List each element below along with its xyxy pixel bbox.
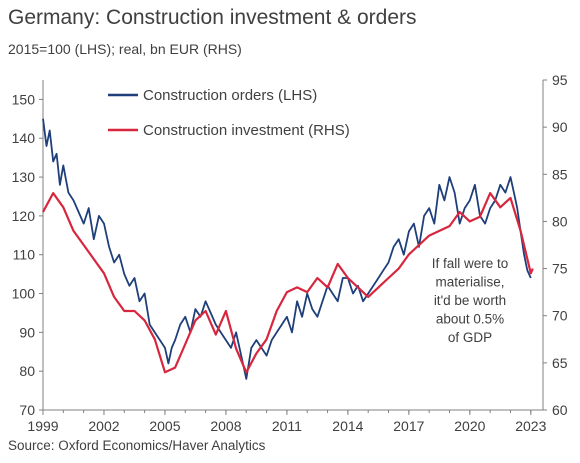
x-tick-label: 2002 (88, 418, 119, 434)
chart-title: Germany: Construction investment & order… (8, 6, 417, 29)
y-right-tick-label: 95 (552, 72, 568, 88)
x-tick-label: 2020 (454, 418, 485, 434)
chart-subtitle: 2015=100 (LHS); real, bn EUR (RHS) (8, 41, 242, 57)
y-left-tick-label: 70 (19, 402, 35, 418)
y-left-tick-label: 150 (12, 91, 36, 107)
annotation-line: of GDP (448, 330, 492, 345)
annotation-line: materialise, (435, 275, 504, 290)
y-left-tick-label: 130 (12, 169, 36, 185)
y-left-tick-label: 100 (12, 286, 36, 302)
x-tick-label: 2023 (515, 418, 546, 434)
y-right-tick-label: 70 (552, 308, 568, 324)
y-left-tick-label: 120 (12, 208, 36, 224)
y-right-tick-label: 90 (552, 119, 568, 135)
legend-label: Construction investment (RHS) (143, 122, 350, 139)
y-left-tick-label: 140 (12, 130, 36, 146)
y-left-tick-label: 110 (13, 247, 36, 263)
x-tick-label: 2014 (332, 418, 363, 434)
chart-lines (42, 118, 534, 380)
x-tick-label: 2017 (393, 418, 424, 434)
y-left-tick-label: 80 (19, 363, 35, 379)
x-tick-label: 1999 (27, 418, 58, 434)
legend-label: Construction orders (LHS) (143, 87, 317, 104)
y-right-tick-label: 75 (552, 261, 568, 277)
investment-series-line (42, 192, 534, 374)
x-tick-label: 2005 (149, 418, 180, 434)
y-left-tick-label: 90 (19, 324, 35, 340)
x-tick-label: 2011 (272, 418, 302, 434)
chart-source: Source: Oxford Economics/Haver Analytics (8, 438, 266, 453)
y-right-tick-label: 60 (552, 402, 568, 418)
y-right-tick-label: 65 (552, 355, 568, 371)
annotation-line: about 0.5% (436, 312, 504, 327)
chart-annotation: If fall were to materialise, it'd be worth… (432, 256, 509, 345)
annotation-line: If fall were to (432, 256, 509, 271)
chart-axes: 70 80 90 100 110 120 130 140 150 60 65 70 75 80 85 90 95… (12, 72, 568, 434)
x-tick-label: 2008 (210, 418, 241, 434)
y-right-tick-label: 80 (552, 213, 568, 229)
annotation-line: it'd be worth (434, 293, 506, 308)
chart-legend: Construction orders (LHS) Construction in… (108, 87, 350, 139)
orders-series-line (42, 118, 532, 380)
y-right-tick-label: 85 (552, 166, 568, 182)
